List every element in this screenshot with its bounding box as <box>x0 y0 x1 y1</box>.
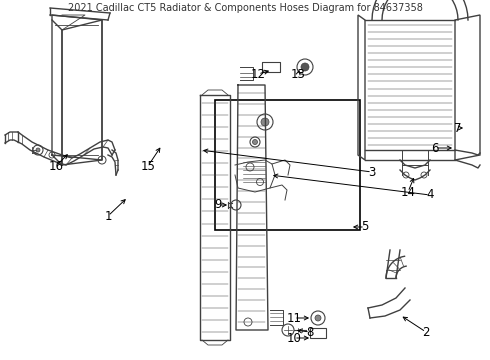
Text: 6: 6 <box>431 141 439 154</box>
Text: 5: 5 <box>361 220 368 234</box>
Circle shape <box>301 63 309 71</box>
Text: 10: 10 <box>287 332 301 345</box>
Text: 12: 12 <box>250 68 266 81</box>
Circle shape <box>252 139 258 144</box>
Circle shape <box>261 118 269 126</box>
Text: 15: 15 <box>141 159 155 172</box>
Circle shape <box>36 148 40 152</box>
Text: 16: 16 <box>49 159 64 172</box>
Text: 8: 8 <box>306 325 314 338</box>
Text: 13: 13 <box>291 68 305 81</box>
Text: 9: 9 <box>214 198 222 211</box>
Text: 4: 4 <box>426 189 434 202</box>
Text: 7: 7 <box>454 122 462 135</box>
Text: 11: 11 <box>287 311 301 324</box>
Text: 14: 14 <box>400 185 416 198</box>
Text: 3: 3 <box>368 166 376 179</box>
Text: 1: 1 <box>104 210 112 222</box>
Text: 2021 Cadillac CT5 Radiator & Components Hoses Diagram for 84637358: 2021 Cadillac CT5 Radiator & Components … <box>68 3 422 13</box>
Text: 2: 2 <box>422 325 430 338</box>
Circle shape <box>315 315 321 321</box>
